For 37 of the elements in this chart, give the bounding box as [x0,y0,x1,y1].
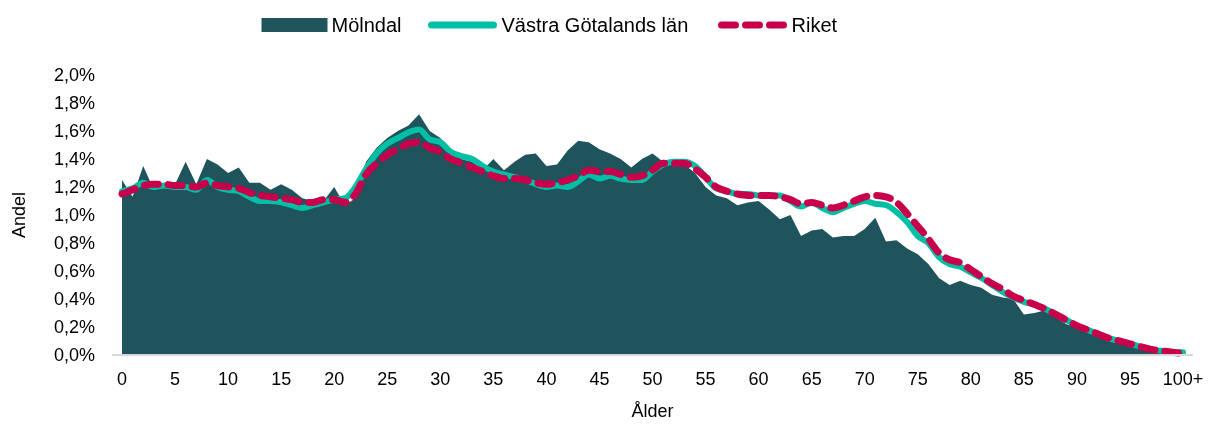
x-tick-label: 40 [536,369,557,389]
x-tick-label: 65 [801,369,822,389]
x-tick-label: 90 [1066,369,1087,389]
x-tick-label: 0 [116,369,128,389]
x-tick-label: 45 [589,369,610,389]
y-axis-title: Andel [9,191,29,239]
legend-label: Mölndal [331,14,402,36]
x-tick-label: 10 [218,369,239,389]
legend-label: Västra Götalands län [501,14,689,36]
y-tick-label: 0,6% [53,261,95,282]
x-tick-label: 20 [324,369,345,389]
y-tick-label: 1,2% [53,177,95,198]
x-tick-label: 60 [748,369,769,389]
y-tick-label: 0,0% [53,345,95,366]
x-tick-label: 75 [907,369,928,389]
y-tick-label: 1,0% [53,205,95,226]
x-tick-label: 55 [695,369,716,389]
x-axis-title: Ålder [631,401,674,421]
x-tick-label: 30 [430,369,451,389]
legend-label: Riket [791,14,838,36]
y-tick-label: 2,0% [53,65,95,86]
y-tick-label: 1,8% [53,93,95,114]
x-tick-label: 70 [854,369,875,389]
x-tick-label: 25 [377,369,398,389]
x-tick-label: 15 [271,369,292,389]
x-tick-label: 95 [1119,369,1140,389]
x-tick-label: 80 [960,369,981,389]
x-tick-label: 5 [170,369,181,389]
x-tick-label: 100+ [1162,369,1204,389]
y-tick-label: 0,2% [53,317,95,338]
x-tick-label: 35 [483,369,504,389]
y-tick-label: 0,8% [53,233,95,254]
x-tick-label: 50 [642,369,663,389]
y-tick-label: 0,4% [53,289,95,310]
x-tick-label: 85 [1013,369,1034,389]
y-tick-label: 1,6% [53,121,95,142]
y-tick-label: 1,4% [53,149,95,170]
